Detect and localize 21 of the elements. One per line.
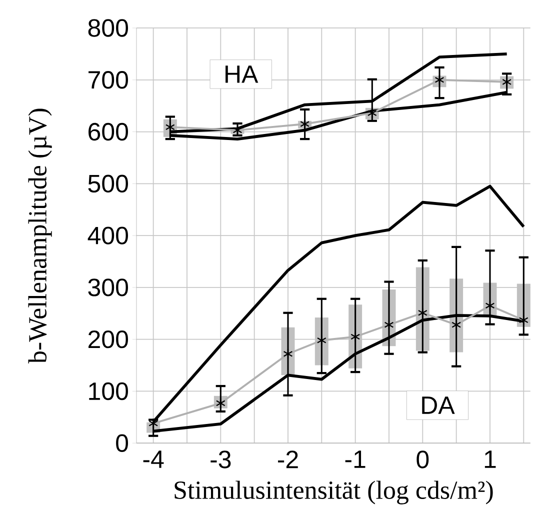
- y-tick-label: 500: [88, 174, 128, 192]
- x-tick-label: -2: [278, 450, 298, 468]
- y-tick-label: 400: [88, 226, 128, 244]
- point: [232, 124, 242, 136]
- x-tick-label: -4: [143, 450, 164, 468]
- x-tick-label: -1: [345, 450, 366, 468]
- y-axis-title: b-Wellenamplitude (µV): [28, 108, 52, 364]
- x-tick-label: 0: [416, 450, 429, 468]
- point: [518, 314, 528, 326]
- y-tick-label: 200: [88, 330, 128, 348]
- y-tick-label: 700: [88, 70, 128, 89]
- y-tick-label: 100: [89, 382, 128, 400]
- x-tick-label: 1: [484, 450, 496, 468]
- annotation: DA: [422, 396, 455, 414]
- y-tick-label: 0: [116, 434, 128, 452]
- y-tick-label: 800: [88, 18, 128, 37]
- y-tick-label: 300: [88, 278, 128, 296]
- annotation: HA: [226, 65, 258, 83]
- y-tick-label: 600: [88, 122, 128, 140]
- x-tick-label: -3: [210, 450, 231, 468]
- x-axis-title: Stimulusintensität (log cds/m²): [174, 480, 493, 504]
